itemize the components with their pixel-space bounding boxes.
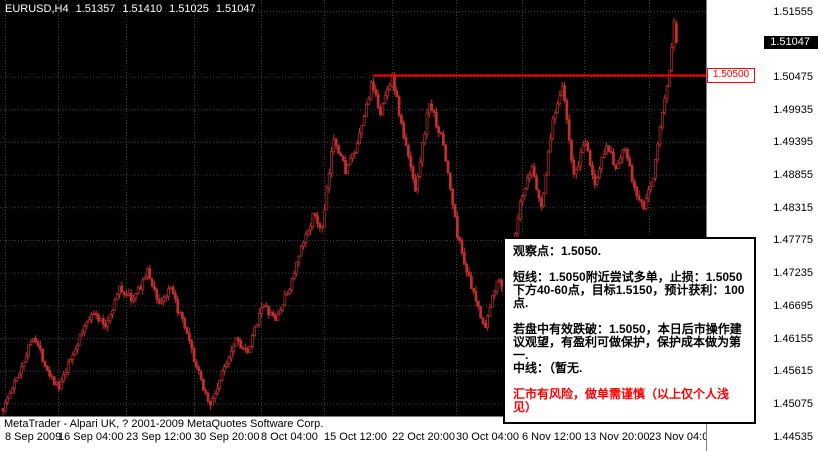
copyright-watermark: MetaTrader - Alpari UK, ? 2001-2009 Meta… xyxy=(4,418,324,430)
time-axis-label: 6 Nov 12:00 xyxy=(522,431,582,443)
price-axis-label: 1.49395 xyxy=(773,136,813,149)
high-value: 1.51410 xyxy=(122,3,163,15)
time-axis-label: 23 Nov 04:00 xyxy=(649,431,715,443)
price-axis-label: 1.49935 xyxy=(773,103,813,116)
annotation-risk-warning: 汇市有风险，做单需谨慎（以上仅个人浅见） xyxy=(513,387,730,414)
time-axis-label: 8 Sep 2009 xyxy=(5,431,62,443)
time-axis-label: 15 Oct 12:00 xyxy=(324,431,387,443)
price-axis-label: 1.45615 xyxy=(773,365,813,378)
price-axis-label: 1.47775 xyxy=(773,234,813,247)
time-axis-label: 30 Oct 04:00 xyxy=(456,431,519,443)
annotation-short-term: 短线：1.5050附近尝试多单，止损：1.5050下方40-60点，目标1.51… xyxy=(513,270,745,310)
price-axis-label: 1.45075 xyxy=(773,397,813,410)
time-axis-label: 13 Nov 20:00 xyxy=(584,431,650,443)
price-axis-label: 1.48855 xyxy=(773,169,813,182)
low-value: 1.51025 xyxy=(169,3,209,15)
time-axis-label: 23 Sep 12:00 xyxy=(126,431,192,443)
time-axis-label: 16 Sep 04:00 xyxy=(58,431,124,443)
price-line-label[interactable]: 1.50500 xyxy=(707,68,755,84)
chart-title-ohlc: EURUSD,H4 1.51357 1.51410 1.51025 1.51047 xyxy=(5,3,263,15)
annotation-breakdown: 若盘中有效跌破：1.5050，本日后市操作建议观望，有盈利可做保护，保护成本做为… xyxy=(513,322,742,362)
price-axis-label: 1.50475 xyxy=(773,71,813,83)
price-axis-label: 1.48315 xyxy=(773,201,813,214)
open-value: 1.51357 xyxy=(75,3,116,15)
symbol-period-label: EURUSD,H4 xyxy=(5,3,69,15)
current-price-tag: 1.51047 xyxy=(764,36,818,50)
time-axis-label: 22 Oct 20:00 xyxy=(392,431,455,443)
price-axis-label: 1.46155 xyxy=(773,332,813,345)
price-axis-label: 1.51555 xyxy=(773,5,813,18)
price-axis-label: 1.46695 xyxy=(773,299,813,312)
annotation-box[interactable]: 观察点：1.5050. 短线：1.5050附近尝试多单，止损：1.5050下方4… xyxy=(503,237,756,424)
close-value: 1.51047 xyxy=(215,3,256,15)
annotation-observation: 观察点：1.5050. xyxy=(513,244,602,258)
price-axis-label: 1.47235 xyxy=(773,267,813,280)
candles-series xyxy=(1,17,678,416)
time-axis-label: 8 Oct 04:00 xyxy=(261,431,318,443)
time-axis-label: 30 Sep 20:00 xyxy=(194,431,260,443)
annotation-mid-term: 中线：（暂无. xyxy=(513,361,583,375)
price-axis-label: 1.44535 xyxy=(773,430,813,443)
